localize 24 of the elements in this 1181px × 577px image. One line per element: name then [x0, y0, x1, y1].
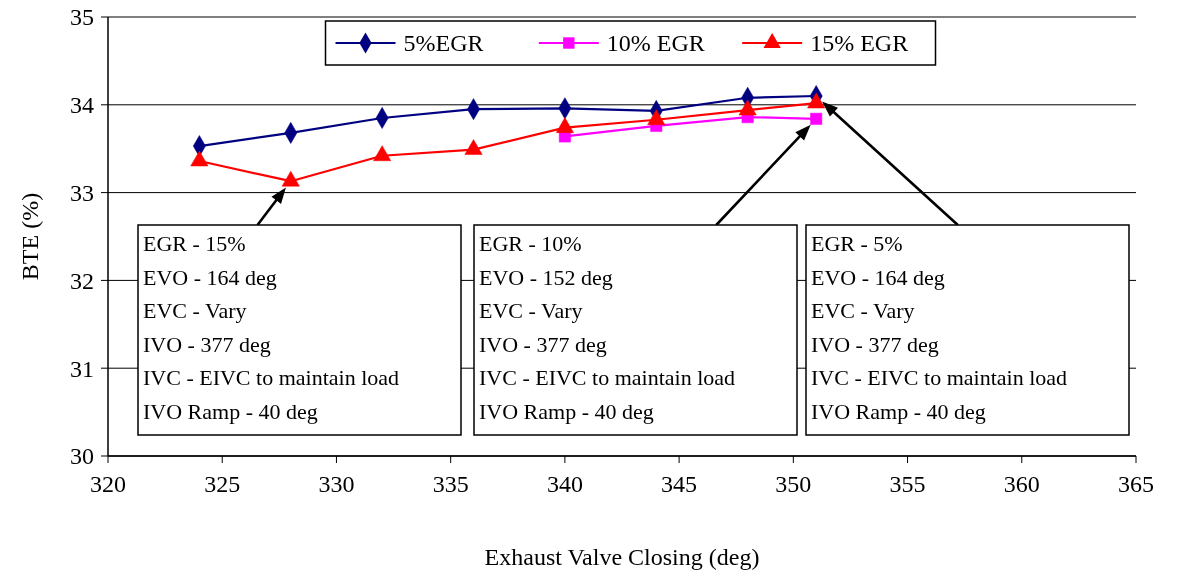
x-tick-label: 335 [432, 471, 469, 497]
x-tick-label: 345 [661, 471, 698, 497]
y-tick-label: 30 [70, 443, 94, 470]
legend-label: 5%EGR [403, 30, 484, 57]
x-tick-label: 360 [1003, 471, 1040, 497]
y-tick-label: 31 [70, 355, 94, 382]
annotation: EGR - 5% EVO - 164 deg EVC - Vary IVO - 377 deg IVC - EIVC to maintain load IVO Ramp - 40 deg [811, 231, 1068, 424]
legend-label: 15% EGR [810, 30, 909, 57]
x-axis-title: Exhaust Valve Closing (deg) [484, 544, 760, 570]
legend-label: 10% EGR [606, 30, 705, 57]
x-tick-label: 340 [546, 471, 583, 497]
y-tick-label: 35 [70, 4, 94, 31]
x-tick-label: 350 [775, 471, 812, 497]
y-tick-label: 32 [70, 267, 94, 294]
x-tick-label: 320 [90, 471, 126, 497]
annotation: EGR - 15% EVO - 164 deg EVC - Vary IVO - 377 deg IVC - EIVC to maintain load IVO Ramp - 40 deg [143, 231, 400, 424]
x-tick-label: 330 [318, 471, 355, 497]
annotation: EGR - 10% EVO - 152 deg EVC - Vary IVO - 377 deg IVC - EIVC to maintain load IVO Ramp - 40 deg [479, 231, 736, 424]
x-tick-label: 325 [204, 471, 241, 497]
x-tick-label: 355 [889, 471, 926, 497]
y-tick-label: 34 [70, 92, 94, 119]
y-tick-label: 33 [70, 180, 94, 206]
x-tick-label: 365 [1118, 471, 1154, 497]
y-axis-title: BTE (%) [17, 192, 43, 281]
